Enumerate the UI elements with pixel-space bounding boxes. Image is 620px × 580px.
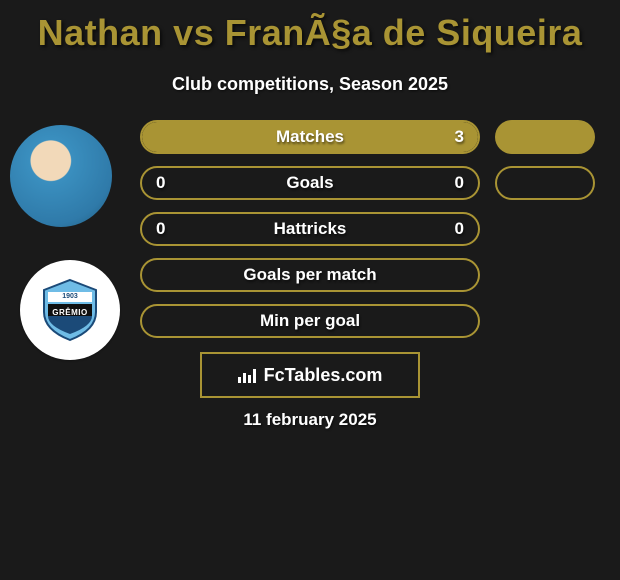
right-pills — [495, 120, 595, 212]
title-player2: FranÃ§a de Siqueira — [225, 12, 583, 53]
branding-text: FcTables.com — [264, 365, 383, 386]
stat-label: Min per goal — [142, 311, 478, 331]
stat-label: Hattricks — [142, 219, 478, 239]
club-crest: 1903 GRÊMIO — [36, 276, 104, 344]
stat-right-value: 0 — [455, 173, 464, 193]
stat-right-value: 0 — [455, 219, 464, 239]
branding-box: FcTables.com — [200, 352, 420, 398]
club-year: 1903 — [36, 293, 104, 300]
stats-container: Matches 3 0 Goals 0 0 Hattricks 0 Goals … — [140, 120, 480, 350]
stat-label: Matches — [142, 127, 478, 147]
page-title: Nathan vs FranÃ§a de Siqueira — [0, 0, 620, 54]
right-pill — [495, 166, 595, 200]
bar-chart-icon — [238, 367, 258, 383]
stat-row-goals-per-match: Goals per match — [140, 258, 480, 292]
stat-row-min-per-goal: Min per goal — [140, 304, 480, 338]
club-badge: 1903 GRÊMIO — [20, 260, 120, 360]
stat-row-hattricks: 0 Hattricks 0 — [140, 212, 480, 246]
stat-row-matches: Matches 3 — [140, 120, 480, 154]
stat-row-goals: 0 Goals 0 — [140, 166, 480, 200]
player1-avatar — [10, 125, 112, 227]
subtitle: Club competitions, Season 2025 — [0, 74, 620, 95]
club-name: GRÊMIO — [36, 308, 104, 317]
stat-label: Goals per match — [142, 265, 478, 285]
date-label: 11 february 2025 — [0, 410, 620, 430]
right-pill — [495, 120, 595, 154]
title-vs: vs — [173, 12, 214, 53]
title-player1: Nathan — [38, 12, 163, 53]
stat-right-value: 3 — [455, 127, 464, 147]
comparison-card: Nathan vs FranÃ§a de Siqueira Club compe… — [0, 0, 620, 580]
stat-label: Goals — [142, 173, 478, 193]
